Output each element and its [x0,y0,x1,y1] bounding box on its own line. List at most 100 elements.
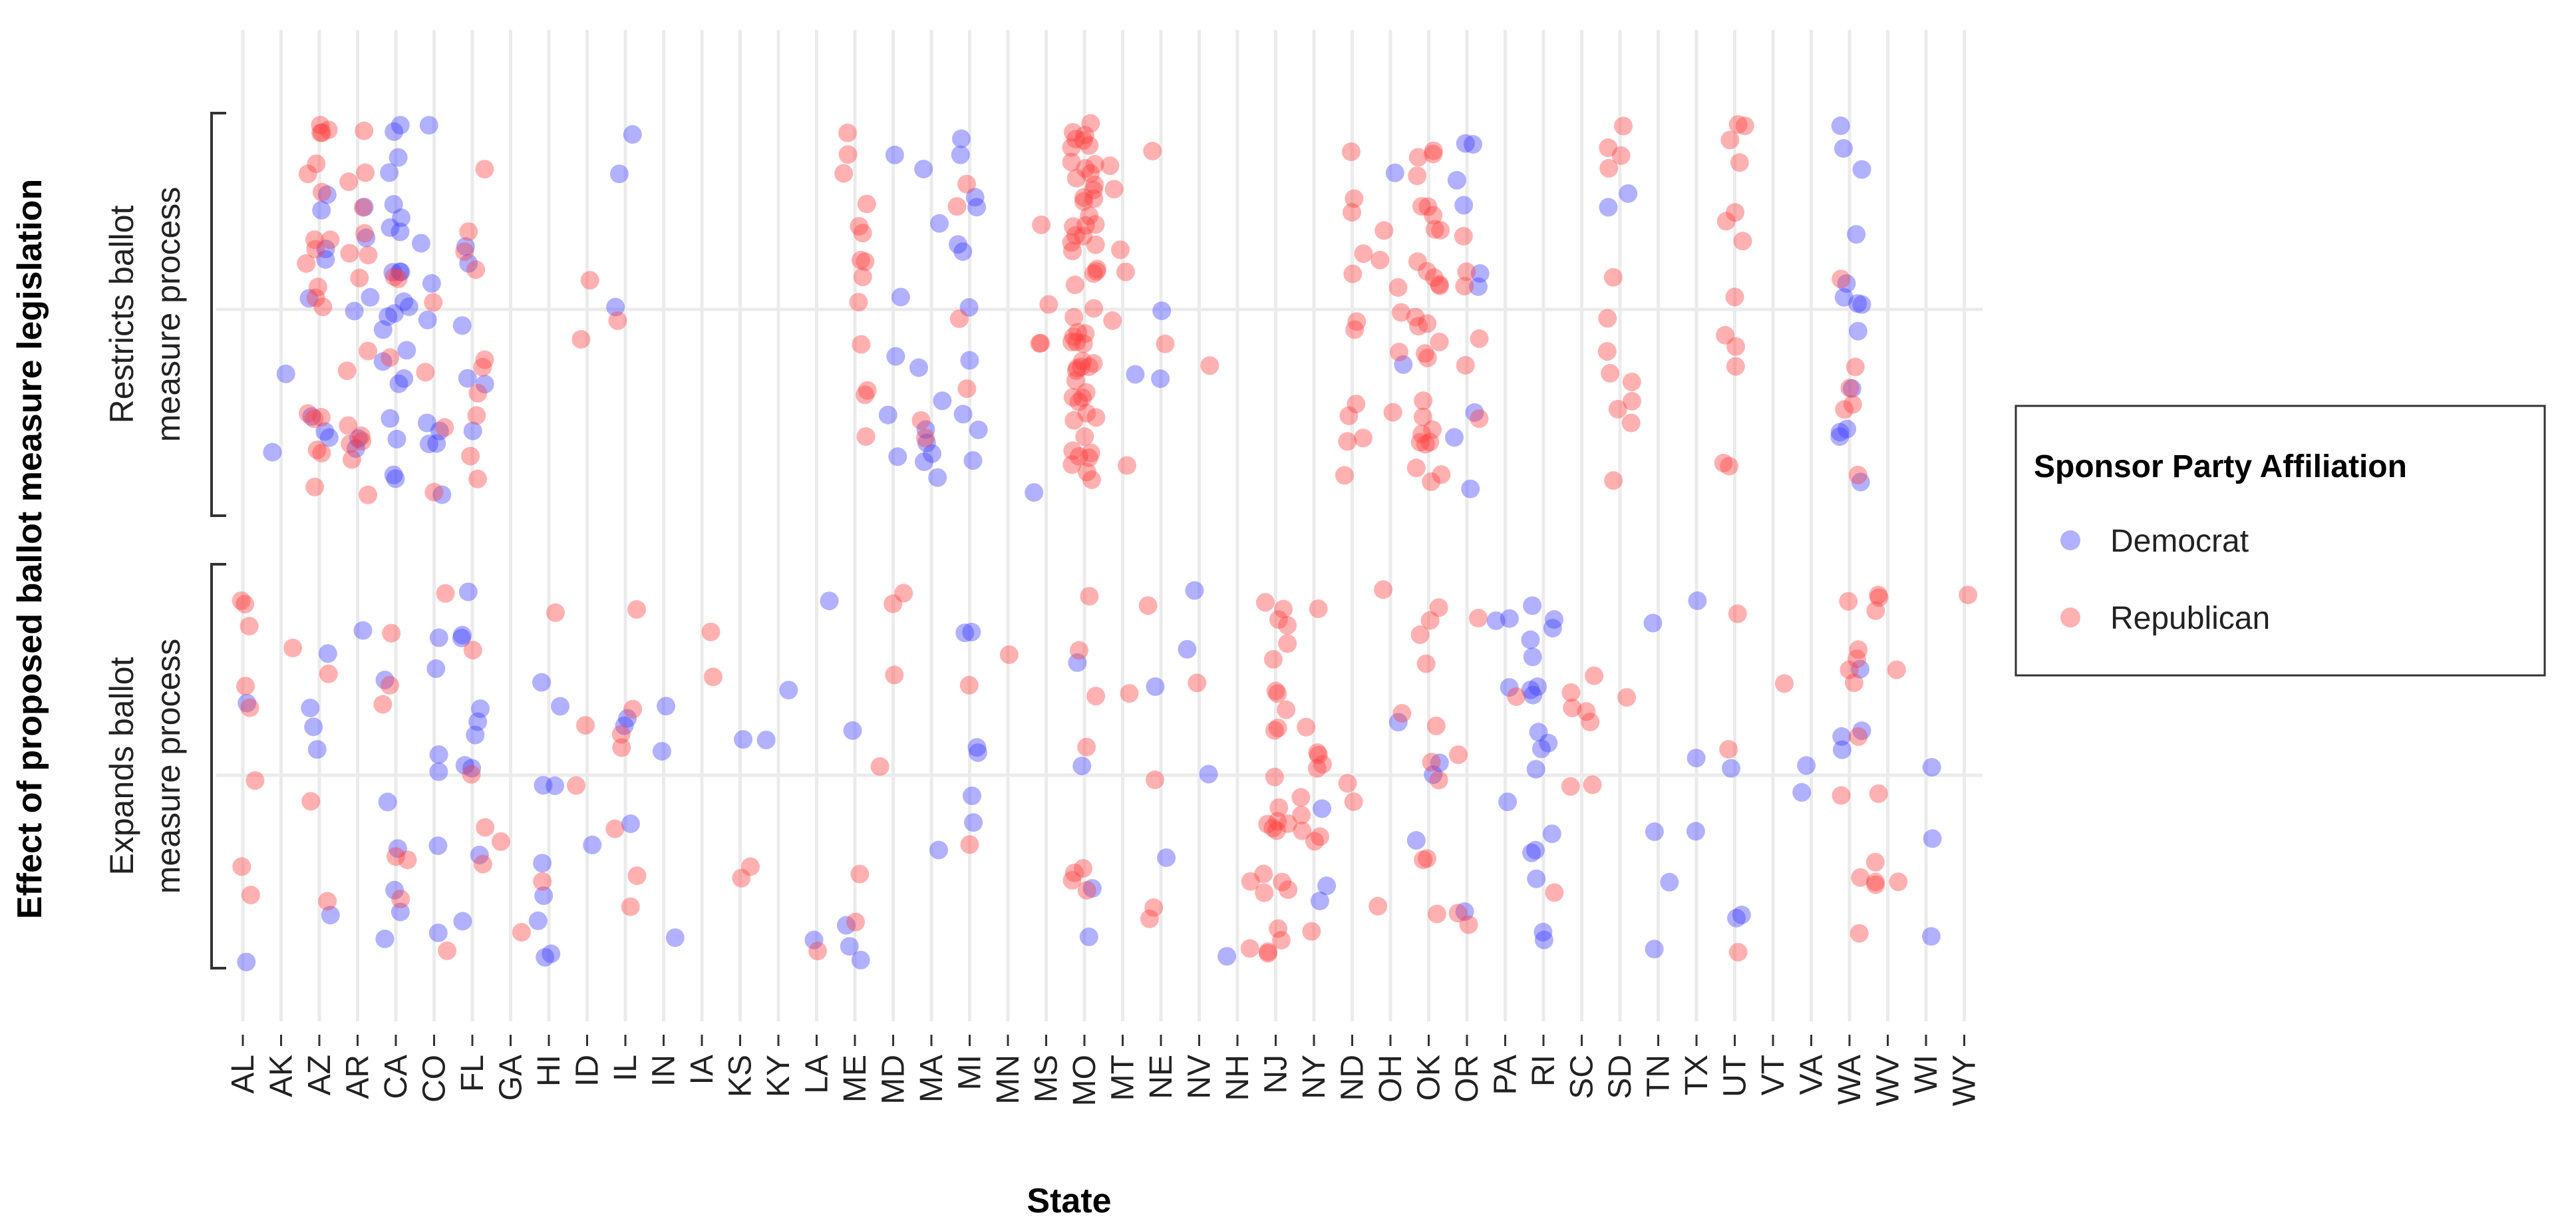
point-democrat-sd-restricts [1619,184,1638,203]
point-democrat-mi-restricts [951,145,970,164]
point-republican-fl-restricts [468,469,487,488]
point-democrat-az-restricts [316,250,335,269]
point-republican-md-expands [870,757,889,776]
point-democrat-ky-expands [779,681,798,700]
point-republican-ga-expands [491,832,510,851]
point-republican-mo-restricts [1084,354,1103,373]
point-democrat-wa-restricts [1848,321,1867,341]
point-republican-mo-restricts [1075,126,1094,145]
point-democrat-ca-restricts [380,163,399,182]
point-democrat-me-expands [843,721,862,740]
point-republican-ma-restricts [916,429,935,448]
point-republican-nd-restricts [1342,142,1361,162]
point-republican-hi-expands [546,603,565,622]
point-republican-co-expands [438,941,457,960]
x-tick-label-la: LA [800,1055,835,1094]
point-republican-mo-restricts [1067,333,1086,351]
point-republican-ut-restricts [1716,325,1735,345]
point-democrat-nh-expands [1217,947,1237,966]
point-republican-mi-restricts [949,309,969,329]
point-republican-az-restricts [306,288,325,307]
point-republican-az-restricts [311,408,331,427]
point-republican-wa-expands [1840,660,1859,679]
point-republican-mo-restricts [1062,152,1081,172]
point-republican-nj-expands [1273,872,1292,892]
point-republican-al-expands [236,594,255,614]
point-republican-me-restricts [838,123,857,142]
x-tick-label-ny: NY [1297,1055,1332,1099]
point-democrat-wa-restricts [1847,225,1866,244]
point-republican-wa-expands [1839,592,1858,611]
point-republican-ut-expands [1728,943,1748,962]
point-republican-mo-restricts [1063,388,1082,407]
point-democrat-or-restricts [1464,135,1482,154]
point-republican-ca-expands [373,695,393,714]
point-republican-wa-expands [1848,649,1867,669]
point-republican-mo-restricts [1064,411,1084,430]
point-democrat-ri-expands [1524,685,1543,705]
point-republican-nv-restricts [1200,356,1219,375]
point-democrat-ak-restricts [276,364,295,383]
point-republican-mi-restricts [957,379,977,399]
x-tick-label-va: VA [1794,1055,1830,1095]
x-tick-label-ca: CA [379,1055,414,1099]
x-tick-label-sc: SC [1565,1055,1600,1099]
point-democrat-ma-restricts [923,444,941,463]
point-democrat-ar-restricts [355,198,374,217]
point-republican-or-restricts [1455,277,1474,295]
point-democrat-tx-expands [1688,591,1707,610]
point-republican-wv-expands [1866,601,1885,620]
point-democrat-ri-expands [1521,630,1540,649]
point-republican-mo-restricts [1086,215,1105,234]
point-republican-ar-restricts [353,432,372,451]
point-democrat-az-restricts [299,289,319,308]
point-republican-ms-restricts [1031,333,1050,353]
point-democrat-ca-restricts [389,374,408,393]
point-republican-ne-restricts [1156,334,1175,353]
point-republican-ut-restricts [1735,116,1754,136]
point-republican-ca-expands [391,890,410,909]
point-democrat-or-restricts [1461,479,1480,498]
point-republican-mi-expands [960,835,979,854]
point-republican-id-expands [576,716,595,735]
point-democrat-fl-restricts [458,369,477,388]
point-democrat-ri-expands [1523,596,1542,616]
point-republican-ok-restricts [1432,465,1451,484]
point-republican-mo-restricts [1079,357,1098,377]
point-republican-ne-expands [1138,596,1158,616]
x-tick-label-ms: MS [1029,1055,1064,1103]
point-republican-ok-restricts [1408,166,1427,186]
point-republican-wv-expands [1866,875,1885,894]
point-republican-oh-expands [1374,580,1393,600]
point-republican-ny-expands [1305,832,1324,851]
point-republican-ms-restricts [1032,215,1051,234]
point-democrat-az-restricts [315,422,335,441]
point-democrat-ma-restricts [917,433,936,452]
point-democrat-md-restricts [888,447,907,466]
point-republican-sc-expands [1577,702,1596,721]
point-democrat-az-expands [318,644,337,663]
point-republican-hi-expands [533,872,552,891]
point-republican-mo-restricts [1074,192,1093,211]
point-democrat-il-expands [621,814,640,833]
point-democrat-me-expands [840,937,859,956]
point-republican-oh-expands [1392,704,1412,723]
point-democrat-wa-restricts [1852,160,1871,179]
point-democrat-co-expands [428,924,448,942]
point-republican-mo-restricts [1081,164,1100,183]
point-democrat-oh-expands [1388,713,1408,732]
point-republican-wy-expands [1959,586,1978,605]
point-republican-me-expands [846,912,866,932]
point-republican-fl-restricts [461,446,480,466]
point-republican-ok-restricts [1418,197,1438,216]
point-republican-mo-restricts [1069,392,1088,411]
point-republican-wa-expands [1849,640,1868,659]
point-republican-mo-restricts [1081,443,1100,462]
point-republican-mt-restricts [1104,180,1124,199]
x-tick-label-nd: ND [1335,1055,1370,1101]
x-tick-label-vt: VT [1756,1055,1791,1095]
point-republican-ca-restricts [381,348,400,367]
point-democrat-ut-expands [1722,759,1740,778]
point-democrat-il-expands [618,709,637,728]
point-republican-ok-restricts [1418,348,1437,367]
